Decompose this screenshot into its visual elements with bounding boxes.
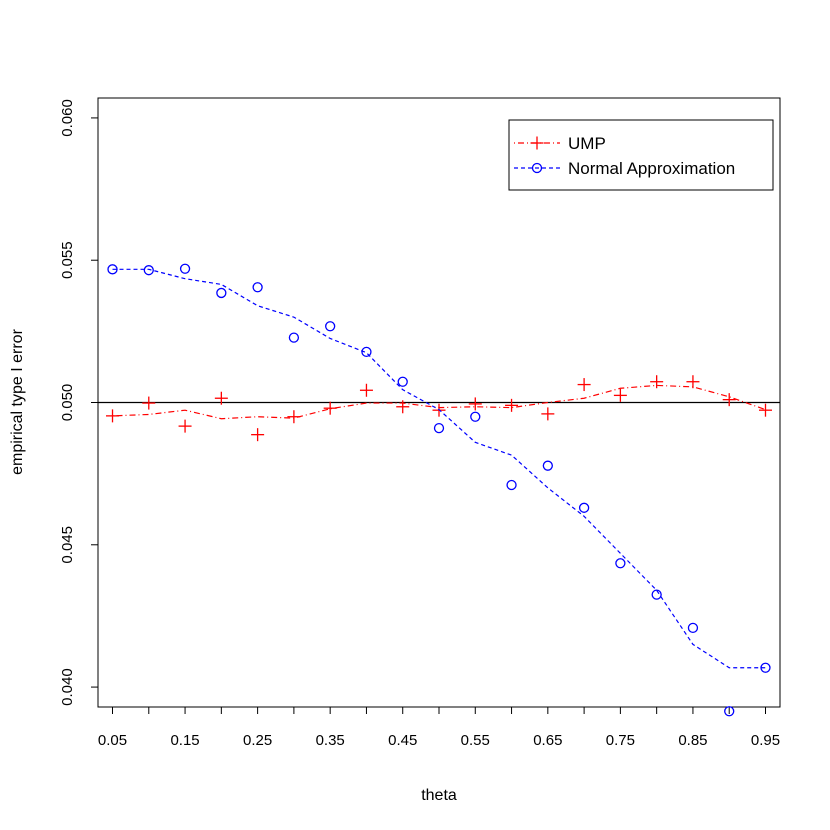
x-tick-label: 0.65 — [533, 732, 562, 749]
data-point — [468, 397, 482, 411]
data-point — [724, 706, 735, 717]
data-point — [613, 388, 627, 402]
x-tick-label: 0.05 — [98, 732, 127, 749]
data-point — [251, 428, 265, 442]
data-point — [252, 282, 263, 293]
data-point — [107, 264, 118, 275]
x-tick-label: 0.55 — [461, 732, 490, 749]
y-axis-title: empirical type I error — [9, 328, 26, 474]
data-point — [686, 375, 700, 389]
data-point — [359, 383, 373, 397]
data-point — [760, 662, 771, 673]
x-axis-title: theta — [421, 787, 457, 804]
data-point — [178, 419, 192, 433]
legend-label-normal-approximation: Normal Approximation — [568, 159, 735, 178]
data-point — [651, 589, 662, 600]
x-tick-label: 0.85 — [678, 732, 707, 749]
x-tick-label: 0.95 — [751, 732, 780, 749]
data-point — [722, 393, 736, 407]
y-tick-label: 0.045 — [59, 526, 76, 564]
data-point — [687, 622, 699, 634]
y-tick-label: 0.055 — [59, 241, 76, 279]
y-axis: 0.040 0.045 0.050 0.055 0.060 — [59, 99, 99, 706]
data-point — [615, 558, 626, 569]
x-tick-label: 0.35 — [316, 732, 345, 749]
x-tick-label: 0.25 — [243, 732, 272, 749]
data-point — [361, 346, 372, 357]
data-point — [433, 422, 445, 434]
y-tick-label: 0.040 — [59, 668, 76, 706]
legend-marker-ump — [530, 136, 544, 150]
data-point — [142, 396, 156, 410]
data-point — [214, 391, 228, 405]
data-point — [216, 287, 227, 299]
y-tick-label: 0.060 — [59, 99, 76, 137]
legend-label-ump: UMP — [568, 134, 606, 153]
data-point — [506, 479, 517, 491]
data-point — [505, 398, 519, 412]
data-point — [577, 378, 591, 392]
legend-symbol — [530, 136, 544, 150]
x-tick-label: 0.15 — [170, 732, 199, 749]
data-point — [288, 332, 300, 343]
legend-marker-normal-approximation — [531, 162, 543, 174]
data-point — [179, 263, 191, 274]
legend-symbol — [531, 162, 543, 174]
series-line — [112, 268, 766, 669]
data-point — [396, 400, 410, 414]
y-tick-label: 0.050 — [59, 384, 76, 422]
legend-box — [508, 119, 774, 191]
data-point — [758, 403, 772, 417]
data-point — [470, 411, 481, 422]
series-group — [106, 263, 772, 717]
x-tick-label: 0.75 — [606, 732, 635, 749]
data-point — [323, 401, 337, 415]
data-point — [650, 375, 664, 389]
data-point — [325, 321, 336, 332]
legend: UMP Normal Approximation — [508, 119, 774, 191]
data-point — [287, 410, 301, 424]
x-axis: 0.05 0.15 0.25 0.35 0.45 0.55 0.65 0.75 0.85 0.95 — [98, 706, 780, 749]
data-point — [578, 502, 590, 513]
data-point — [542, 460, 553, 471]
data-point — [106, 409, 120, 423]
data-point — [143, 265, 154, 276]
data-point — [397, 376, 408, 387]
x-tick-label: 0.45 — [388, 732, 417, 749]
data-point — [541, 407, 555, 421]
